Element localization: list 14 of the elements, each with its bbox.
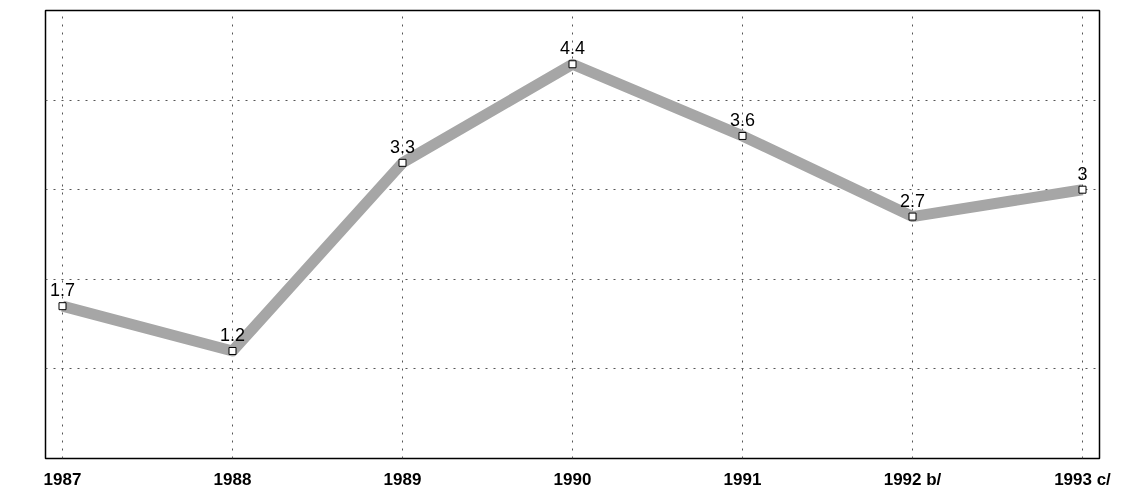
data-label: 1.7 <box>49 280 76 301</box>
data-label: 3.3 <box>389 136 416 157</box>
data-label: 3.6 <box>729 109 756 130</box>
data-label: 3 <box>1077 163 1088 184</box>
x-tick-label: 1988 <box>213 469 252 489</box>
x-tick-label: 1993 c/ <box>1054 469 1112 489</box>
data-label: 2.7 <box>899 190 926 211</box>
x-tick-label: 1992 b/ <box>883 469 942 489</box>
data-label: 4.4 <box>559 38 586 59</box>
x-tick-label: 1990 <box>553 469 592 489</box>
x-tick-label: 1989 <box>383 469 422 489</box>
data-label: 1.2 <box>219 324 246 345</box>
x-tick-label: 1991 <box>723 469 762 489</box>
x-tick-label: 1987 <box>43 469 82 489</box>
